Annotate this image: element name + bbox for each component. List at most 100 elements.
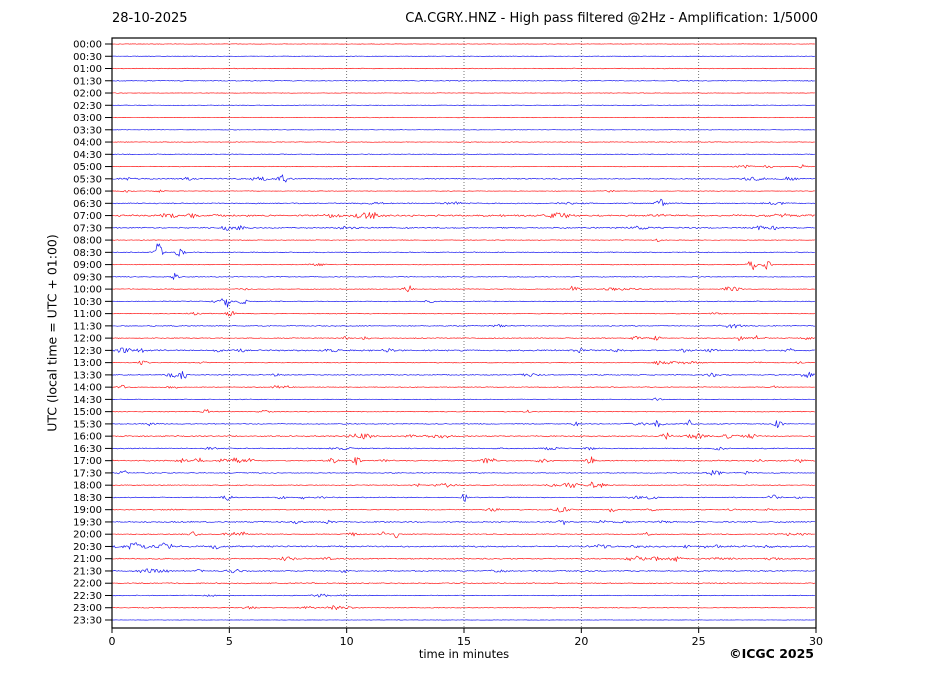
trace-01:00 (111, 67, 815, 70)
trace-11:30 (111, 323, 815, 329)
row-label-23:00: 23:00 (73, 603, 102, 614)
x-tick-label-0: 0 (109, 635, 116, 648)
trace-13:00 (111, 360, 816, 366)
row-label-23:30: 23:30 (73, 615, 102, 626)
y-axis-label: UTC (local time = UTC + 01:00) (44, 234, 60, 432)
trace-10:30 (111, 298, 815, 308)
row-label-19:00: 19:00 (73, 505, 102, 516)
trace-03:00 (111, 116, 815, 119)
row-label-16:00: 16:00 (73, 432, 102, 443)
trace-22:00 (111, 582, 816, 585)
trace-04:00 (111, 141, 815, 143)
row-label-05:30: 05:30 (73, 174, 102, 185)
trace-20:00 (111, 531, 815, 539)
trace-14:30 (111, 397, 815, 401)
row-label-15:30: 15:30 (73, 419, 102, 430)
trace-21:30 (111, 568, 815, 574)
plot-border (111, 37, 817, 629)
row-label-19:30: 19:30 (73, 517, 102, 528)
trace-19:00 (111, 506, 815, 513)
row-label-21:00: 21:00 (73, 554, 102, 565)
trace-05:00 (111, 164, 815, 169)
row-label-11:00: 11:00 (73, 309, 102, 320)
row-label-01:30: 01:30 (73, 76, 102, 87)
row-label-09:00: 09:00 (73, 260, 102, 271)
row-label-18:00: 18:00 (73, 481, 102, 492)
trace-17:00 (111, 456, 815, 466)
row-label-06:30: 06:30 (73, 199, 102, 210)
row-label-10:00: 10:00 (73, 285, 102, 296)
trace-12:30 (111, 347, 815, 354)
row-label-10:30: 10:30 (73, 297, 102, 308)
x-tick-label-5: 5 (226, 635, 233, 648)
row-label-12:00: 12:00 (73, 334, 102, 345)
trace-18:00 (111, 481, 815, 489)
trace-21:00 (111, 555, 816, 562)
row-label-08:00: 08:00 (73, 236, 102, 247)
row-label-04:30: 04:30 (73, 150, 102, 161)
row-label-08:30: 08:30 (73, 248, 102, 259)
row-label-12:30: 12:30 (73, 346, 102, 357)
trace-01:30 (111, 79, 815, 82)
row-label-20:00: 20:00 (73, 530, 102, 541)
row-label-13:30: 13:30 (73, 370, 102, 381)
row-label-11:30: 11:30 (73, 321, 102, 332)
row-label-00:30: 00:30 (73, 52, 102, 63)
trace-09:00 (111, 261, 815, 271)
row-label-02:30: 02:30 (73, 101, 102, 112)
row-label-18:30: 18:30 (73, 493, 102, 504)
trace-02:00 (111, 92, 815, 94)
trace-12:00 (111, 335, 816, 342)
trace-00:30 (111, 55, 815, 57)
row-label-07:00: 07:00 (73, 211, 102, 222)
trace-09:30 (111, 272, 816, 280)
row-label-00:00: 00:00 (73, 40, 102, 51)
row-label-07:30: 07:30 (73, 223, 102, 234)
row-label-22:00: 22:00 (73, 579, 102, 590)
copyright-label: ©ICGC 2025 (729, 646, 814, 661)
row-label-13:00: 13:00 (73, 358, 102, 369)
trace-19:30 (111, 519, 816, 526)
x-tick-label-30: 30 (809, 635, 823, 648)
row-label-04:00: 04:00 (73, 138, 102, 149)
x-tick-label-15: 15 (457, 635, 471, 648)
trace-04:30 (111, 153, 815, 156)
trace-13:30 (111, 371, 816, 380)
x-tick-label-25: 25 (692, 635, 706, 648)
trace-20:30 (111, 542, 815, 550)
trace-06:30 (111, 198, 816, 207)
row-label-02:00: 02:00 (73, 89, 102, 100)
trace-05:30 (111, 174, 815, 183)
row-label-06:00: 06:00 (73, 187, 102, 198)
trace-00:00 (111, 43, 815, 45)
trace-06:00 (111, 189, 815, 193)
trace-08:00 (111, 238, 815, 242)
row-label-03:30: 03:30 (73, 125, 102, 136)
plot-date: 28-10-2025 (112, 11, 188, 26)
trace-16:00 (111, 432, 815, 440)
trace-07:30 (111, 225, 815, 231)
row-label-05:00: 05:00 (73, 162, 102, 173)
row-label-17:30: 17:30 (73, 468, 102, 479)
row-label-21:30: 21:30 (73, 566, 102, 577)
row-label-01:00: 01:00 (73, 64, 102, 75)
trace-14:00 (111, 384, 815, 389)
trace-18:30 (111, 493, 815, 502)
row-label-14:30: 14:30 (73, 395, 102, 406)
trace-08:30 (111, 243, 815, 257)
x-tick-label-20: 20 (574, 635, 588, 648)
row-label-14:00: 14:00 (73, 383, 102, 394)
trace-03:30 (111, 129, 815, 131)
trace-23:00 (111, 605, 815, 611)
row-label-15:00: 15:00 (73, 407, 102, 418)
trace-15:30 (111, 419, 815, 428)
trace-17:30 (111, 470, 815, 476)
row-label-16:30: 16:30 (73, 444, 102, 455)
x-axis-label: time in minutes (418, 647, 510, 661)
x-tick-label-10: 10 (340, 635, 354, 648)
trace-07:00 (111, 212, 815, 219)
trace-11:00 (111, 310, 815, 317)
trace-10:00 (112, 285, 815, 293)
